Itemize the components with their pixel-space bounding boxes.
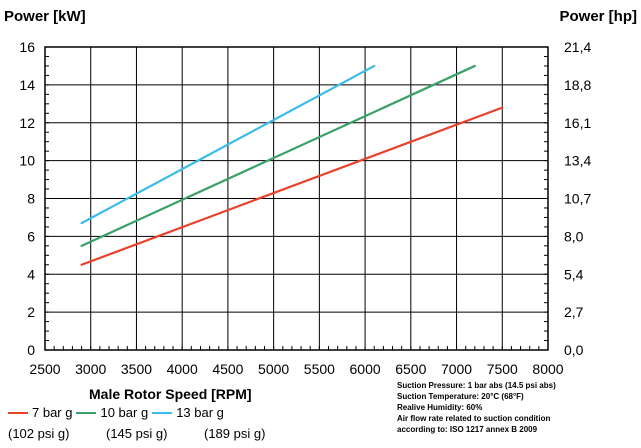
- right-axis-title: Power [hp]: [559, 8, 638, 25]
- x-tick-label: 3500: [121, 361, 152, 377]
- test-conditions-notes: Suction Pressure: 1 bar abs (14.5 psi ab…: [397, 380, 556, 435]
- y-tick-label-left: 2: [27, 304, 35, 320]
- note-line: Air flow rate related to suction conditi…: [397, 414, 551, 423]
- x-tick-label: 7000: [441, 361, 472, 377]
- y-tick-label-right: 16,1: [564, 115, 591, 131]
- x-axis-title: Male Rotor Speed [RPM]: [89, 386, 252, 402]
- note-line: Suction Temperature: 20°C (68°F): [397, 392, 524, 401]
- tick-labels: 2500 3000 3500 4000 4500 5000 5500 6000 6500 7000…: [19, 39, 591, 377]
- grid-lines: [44, 46, 549, 351]
- left-axis-title: Power [kW]: [4, 8, 86, 25]
- legend-label-13bar: 13 bar g: [176, 405, 224, 420]
- x-tick-label: 6500: [395, 361, 426, 377]
- x-tick-label: 4500: [212, 361, 243, 377]
- y-tick-label-left: 12: [19, 115, 35, 131]
- y-tick-label-left: 10: [19, 153, 35, 169]
- legend-sub-10bar: (145 psi g): [106, 426, 168, 441]
- legend-label-10bar: 10 bar g: [100, 405, 149, 420]
- legend-swatch-10bar: [76, 411, 97, 414]
- legend: 7 bar g 10 bar g 13 bar g (102 psi g) (1…: [8, 405, 265, 441]
- y-tick-label-right: 13,4: [564, 153, 591, 169]
- y-tick-label-left: 4: [27, 266, 35, 282]
- note-line: according to: ISO 1217 annex B 2009: [397, 425, 538, 434]
- x-tick-label: 6000: [350, 361, 381, 377]
- y-tick-label-left: 6: [27, 228, 35, 244]
- note-line: Realive Humidity: 60%: [397, 403, 483, 412]
- series-line-2: [80, 64, 476, 247]
- x-tick-label: 5000: [258, 361, 289, 377]
- y-tick-label-right: 8,0: [564, 228, 584, 244]
- legend-sub-7bar: (102 psi g): [8, 426, 70, 441]
- y-tick-label-left: 0: [27, 342, 35, 358]
- y-tick-label-left: 14: [19, 77, 35, 93]
- x-tick-label: 3000: [75, 361, 106, 377]
- x-tick-label: 8000: [532, 361, 563, 377]
- y-tick-label-left: 16: [19, 39, 35, 55]
- axis-ticks: [44, 46, 549, 351]
- x-tick-label: 2500: [29, 361, 60, 377]
- y-tick-label-right: 5,4: [564, 266, 584, 282]
- y-tick-label-right: 2,7: [564, 304, 584, 320]
- legend-label-7bar: 7 bar g: [32, 405, 73, 420]
- series-line-1: [80, 106, 504, 266]
- x-tick-label: 5500: [304, 361, 335, 377]
- x-tick-label: 4000: [167, 361, 198, 377]
- x-tick-label: 7500: [487, 361, 518, 377]
- y-tick-label-right: 21,4: [564, 39, 591, 55]
- y-tick-label-right: 0,0: [564, 342, 584, 358]
- y-tick-label-left: 8: [27, 191, 35, 207]
- series-line-3: [80, 64, 376, 225]
- series-lines: [80, 64, 504, 266]
- legend-swatch-7bar: [8, 411, 28, 414]
- note-line: Suction Pressure: 1 bar abs (14.5 psi ab…: [397, 381, 556, 390]
- legend-sub-13bar: (189 psi g): [204, 426, 266, 441]
- y-tick-label-right: 18,8: [564, 77, 591, 93]
- legend-swatch-13bar: [152, 411, 173, 414]
- y-tick-label-right: 10,7: [564, 191, 591, 207]
